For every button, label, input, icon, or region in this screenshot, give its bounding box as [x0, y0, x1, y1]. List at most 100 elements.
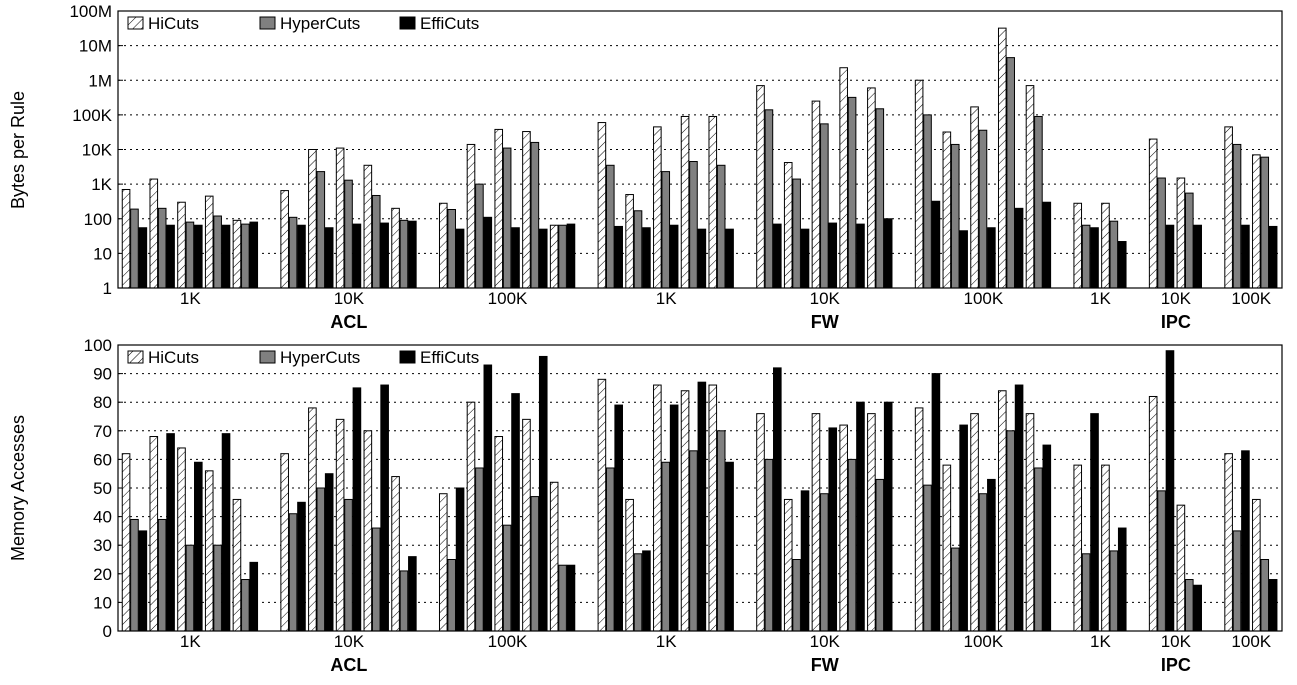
bar-efficuts	[614, 404, 623, 632]
y-tick-label: 60	[93, 450, 112, 469]
x-tick-label: 10K	[810, 289, 841, 308]
y-axis-label: Bytes per Rule	[8, 91, 28, 209]
bar-hicuts	[708, 384, 718, 632]
bar-hicuts	[1252, 498, 1261, 632]
bar-hypercuts	[447, 209, 456, 289]
bar-hypercuts	[978, 129, 988, 289]
legend-label-hypercuts: HyperCuts	[280, 348, 360, 367]
bar-hypercuts	[1109, 220, 1119, 289]
bar-hypercuts	[792, 559, 801, 632]
bar-hicuts	[1101, 464, 1110, 632]
bar-efficuts	[1014, 207, 1024, 289]
bar-hypercuts	[689, 161, 698, 289]
bar-efficuts	[800, 228, 810, 289]
y-tick-label: 40	[93, 508, 112, 527]
y-tick-label: 10M	[79, 37, 112, 56]
bar-hypercuts	[530, 496, 540, 632]
bar-efficuts	[297, 501, 306, 632]
x-tick-label: 10K	[810, 632, 841, 651]
bar-efficuts	[1117, 527, 1127, 632]
legend-label-hicuts: HiCuts	[148, 348, 199, 367]
bar-hicuts	[232, 219, 242, 289]
y-tick-label: 1K	[91, 175, 112, 194]
bar-hicuts	[1224, 126, 1233, 289]
bar-efficuts	[166, 433, 175, 632]
bar-hicuts	[680, 115, 690, 289]
bar-hypercuts	[1184, 192, 1194, 289]
bar-hypercuts	[157, 518, 167, 632]
bar-hypercuts	[241, 223, 250, 289]
bar-hypercuts	[1034, 467, 1043, 632]
bar-hypercuts	[130, 208, 139, 289]
bar-hicuts	[653, 384, 662, 632]
bar-efficuts	[959, 230, 968, 289]
bar-efficuts	[773, 223, 782, 289]
legend-swatch-efficuts	[399, 350, 416, 364]
bar-hicuts	[1148, 138, 1158, 289]
bar-efficuts	[221, 224, 231, 289]
x-tick-label: 10K	[334, 289, 365, 308]
bar-hicuts	[494, 436, 504, 632]
y-tick-label: 1M	[88, 71, 112, 90]
bar-hicuts	[625, 194, 634, 289]
bar-hicuts	[522, 131, 531, 289]
bar-hicuts	[867, 87, 876, 289]
bar-hypercuts	[661, 461, 671, 632]
bar-hicuts	[1073, 202, 1083, 289]
bar-hypercuts	[1006, 430, 1015, 632]
bar-hicuts	[391, 207, 400, 289]
bar-hicuts	[1176, 504, 1186, 632]
y-axis-label: Memory Accesses	[8, 415, 28, 561]
bar-efficuts	[566, 223, 576, 289]
y-tick-label: 80	[93, 393, 112, 412]
bar-hicuts	[438, 202, 448, 289]
group-label-acl: ACL	[330, 655, 367, 675]
bar-hypercuts	[1006, 57, 1015, 289]
bar-hicuts	[280, 190, 289, 289]
bar-hicuts	[680, 390, 690, 632]
bar-hicuts	[1148, 395, 1158, 632]
bar-efficuts	[856, 223, 865, 289]
bar-hicuts	[204, 195, 214, 289]
legend-label-efficuts: EffiCuts	[420, 348, 479, 367]
bar-hicuts	[756, 85, 765, 289]
x-tick-label: 100K	[488, 289, 528, 308]
legend-label-hypercuts: HyperCuts	[280, 14, 360, 33]
x-tick-label: 10K	[1161, 289, 1192, 308]
bar-hypercuts	[633, 553, 643, 632]
plot-frame	[117, 10, 1283, 289]
legend-swatch-hypercuts	[259, 350, 276, 364]
y-tick-label: 0	[103, 622, 112, 641]
bar-hypercuts	[213, 215, 222, 289]
bar-hypercuts	[950, 143, 960, 289]
bar-efficuts	[883, 401, 893, 632]
bar-efficuts	[511, 393, 520, 632]
bar-hicuts	[867, 413, 876, 632]
x-tick-label: 100K	[1231, 632, 1271, 651]
bar-hypercuts	[1184, 579, 1194, 632]
bar-efficuts	[194, 461, 203, 632]
bar-hypercuts	[1157, 490, 1166, 632]
bar-hypercuts	[344, 179, 353, 289]
bar-efficuts	[380, 222, 389, 289]
bar-hypercuts	[875, 108, 885, 289]
bar-hicuts	[308, 149, 317, 289]
bar-efficuts	[138, 530, 148, 632]
bar-hicuts	[942, 464, 952, 632]
memory-accesses-chart: 0 10 20 30 40 50 60 70 80 90 100 Memory Accesses 1K 1…	[8, 336, 1283, 675]
bar-hicuts	[149, 178, 159, 289]
bar-hicuts	[204, 470, 214, 632]
bar-hypercuts	[950, 547, 960, 632]
y-tick-label: 1	[103, 279, 112, 298]
bar-hypercuts	[475, 467, 484, 632]
bar-hicuts	[363, 164, 373, 289]
bar-efficuts	[828, 427, 838, 632]
bar-hypercuts	[502, 524, 512, 632]
bar-hypercuts	[820, 123, 829, 289]
y-tick-label: 30	[93, 536, 112, 555]
bar-hypercuts	[447, 559, 456, 632]
bar-hypercuts	[605, 164, 615, 289]
bar-efficuts	[166, 224, 175, 289]
bar-hicuts	[121, 453, 131, 632]
bar-efficuts	[408, 556, 417, 632]
